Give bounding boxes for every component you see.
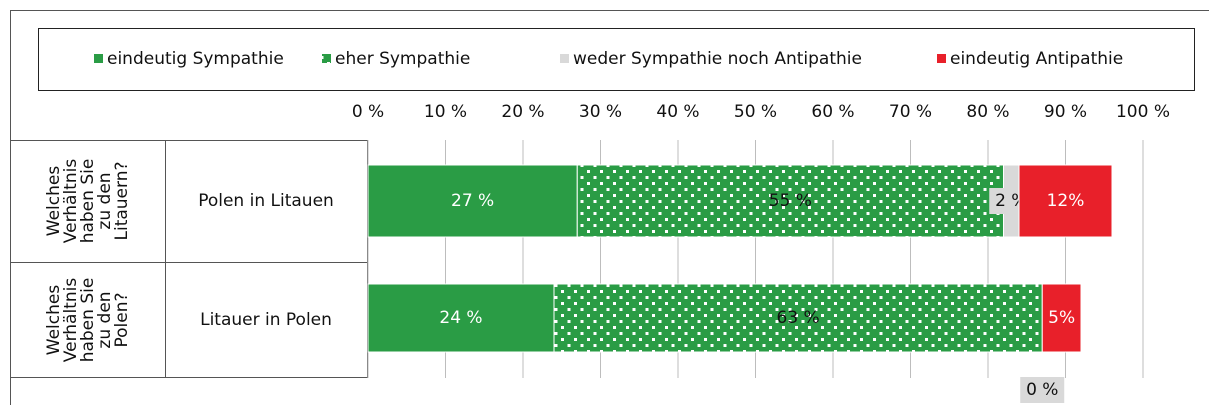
bar-segment <box>1018 164 1113 238</box>
group-label: zu den <box>95 291 115 348</box>
value-label-bg <box>1020 377 1065 403</box>
legend-marker <box>937 54 946 63</box>
bar-segment <box>553 283 1043 353</box>
group-label: zu den <box>95 172 115 229</box>
x-tick-label: 10 % <box>424 102 467 122</box>
value-label: 63 % <box>777 308 820 328</box>
category-label: Polen in Litauen <box>198 191 334 211</box>
legend-label: eindeutig Sympathie <box>107 49 284 69</box>
group-label: Welches <box>44 166 64 237</box>
value-label: 55 % <box>769 191 812 211</box>
group-label: Polen? <box>112 292 132 347</box>
bar-segment <box>367 283 555 353</box>
legend-box <box>38 28 1195 91</box>
x-tick-label: 80 % <box>966 102 1009 122</box>
bar-segment <box>1041 283 1082 353</box>
legend-marker <box>322 54 331 63</box>
x-tick-label: 30 % <box>579 102 622 122</box>
group-label: Litauern? <box>112 162 132 241</box>
value-label: 5% <box>1048 308 1075 328</box>
value-label: 24 % <box>439 308 482 328</box>
x-tick-label: 40 % <box>656 102 699 122</box>
group-label: haben Sie <box>78 278 98 363</box>
legend-label: eher Sympathie <box>335 49 470 69</box>
x-tick-label: 50 % <box>734 102 777 122</box>
category-label: Litauer in Polen <box>200 310 332 330</box>
group-label: Welches <box>44 285 64 356</box>
value-label: 27 % <box>451 191 494 211</box>
bar-segment <box>576 164 1004 238</box>
legend-marker <box>560 54 569 63</box>
bar-segment <box>367 164 578 238</box>
legend-label: eindeutig Antipathie <box>950 49 1123 69</box>
x-tick-label: 0 % <box>352 102 384 122</box>
legend-label: weder Sympathie noch Antipathie <box>573 49 862 69</box>
value-label: 12% <box>1047 191 1085 211</box>
x-tick-label: 90 % <box>1044 102 1087 122</box>
x-tick-label: 60 % <box>811 102 854 122</box>
x-tick-label: 100 % <box>1116 102 1170 122</box>
x-tick-label: 70 % <box>889 102 932 122</box>
value-label: 0 % <box>1026 380 1058 400</box>
group-label: Verhältnis <box>61 159 81 244</box>
legend-marker <box>94 54 103 63</box>
x-tick-label: 20 % <box>501 102 544 122</box>
group-label: haben Sie <box>78 159 98 244</box>
group-label: Verhältnis <box>61 278 81 363</box>
